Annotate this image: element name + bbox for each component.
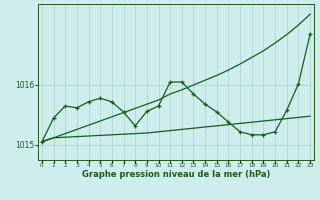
X-axis label: Graphe pression niveau de la mer (hPa): Graphe pression niveau de la mer (hPa)	[82, 170, 270, 179]
